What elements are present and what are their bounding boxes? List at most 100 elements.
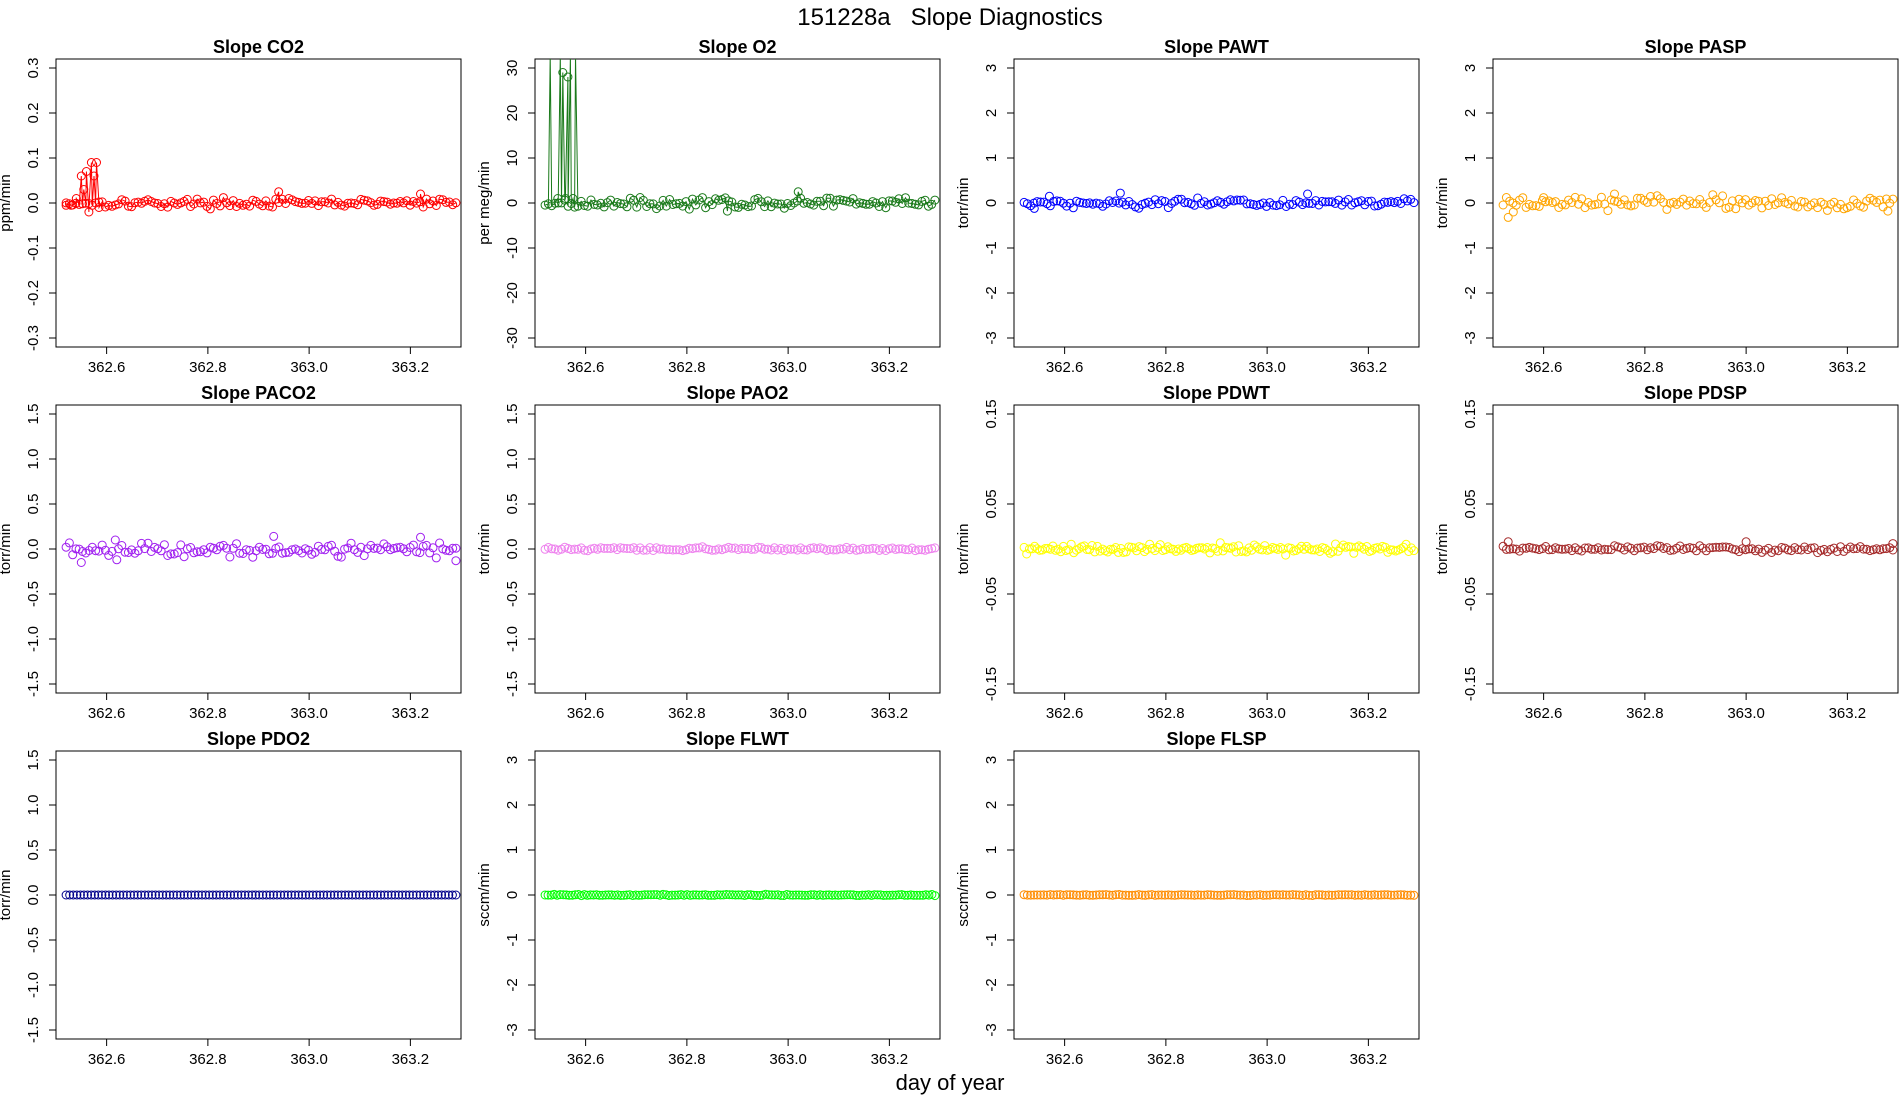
- data-point: [1832, 203, 1842, 213]
- data-point: [1849, 195, 1859, 205]
- y-tick-label: -0.5: [504, 581, 521, 607]
- data-point: [786, 544, 796, 554]
- data-point: [232, 539, 241, 549]
- data-point: [1646, 543, 1655, 553]
- data-point: [1370, 201, 1380, 211]
- data-point: [300, 198, 310, 208]
- y-tick-label: 2: [1462, 109, 1479, 117]
- y-tick-label: 1.5: [25, 750, 42, 771]
- data-point: [140, 890, 150, 900]
- data-point: [753, 542, 763, 552]
- data-point: [1363, 890, 1373, 900]
- data-point: [1659, 544, 1669, 553]
- data-point: [444, 890, 454, 900]
- data-point: [737, 199, 747, 209]
- data-point: [358, 890, 368, 900]
- data-point: [679, 890, 689, 900]
- y-tick-label: 0.15: [983, 399, 1000, 428]
- data-point: [1888, 539, 1898, 549]
- data-point: [1796, 197, 1806, 206]
- data-point: [874, 202, 884, 211]
- data-point: [803, 890, 813, 900]
- data-point: [670, 890, 680, 900]
- data-point: [1406, 194, 1416, 204]
- data-point: [1262, 890, 1271, 900]
- data-point: [876, 890, 885, 900]
- data-point: [752, 890, 762, 900]
- y-tick-label: -1.0: [25, 626, 42, 652]
- data-point: [734, 890, 743, 900]
- data-point: [1636, 543, 1646, 553]
- data-point: [570, 890, 580, 900]
- data-point: [897, 544, 907, 554]
- data-point: [123, 548, 133, 557]
- data-point: [261, 890, 271, 900]
- data-point: [129, 890, 139, 900]
- data-point: [269, 531, 279, 541]
- series-line: [544, 59, 936, 212]
- data-point: [425, 548, 435, 558]
- data-point: [1662, 204, 1672, 214]
- data-point: [1360, 200, 1370, 210]
- data-point: [274, 198, 284, 207]
- data-point: [290, 197, 300, 207]
- data-point: [1085, 890, 1095, 900]
- data-point: [691, 890, 701, 900]
- data-point: [1878, 544, 1888, 554]
- data-point: [1239, 890, 1249, 900]
- data-point: [274, 187, 284, 197]
- data-point: [701, 544, 711, 554]
- data-point: [589, 199, 599, 209]
- data-point: [86, 158, 96, 167]
- data-point: [595, 890, 604, 900]
- data-point: [87, 542, 97, 552]
- data-point: [365, 890, 375, 900]
- data-point: [599, 543, 609, 553]
- data-point: [319, 890, 329, 900]
- y-tick-label: -0.2: [25, 280, 42, 306]
- data-point: [782, 890, 792, 899]
- data-point: [1301, 890, 1311, 900]
- x-tick-label: 362.6: [1525, 705, 1563, 722]
- data-point: [1560, 544, 1570, 554]
- y-tick-label: -0.5: [25, 581, 42, 607]
- data-point: [891, 544, 901, 554]
- data-point: [404, 890, 414, 900]
- data-point: [1399, 890, 1409, 900]
- data-point: [1248, 200, 1258, 209]
- data-point: [763, 544, 773, 554]
- x-tick-label: 362.8: [189, 1051, 227, 1068]
- page-title: 151228a Slope Diagnostics: [797, 4, 1103, 31]
- data-point: [1862, 196, 1872, 206]
- y-axis-label: torr/min: [476, 524, 493, 575]
- data-point: [1698, 543, 1708, 553]
- y-tick-label: -1.0: [25, 972, 42, 998]
- panel-5: Slope PAO2 torr/min 362.6 362.8 363.0 363.2 -1…: [476, 383, 941, 722]
- data-point: [668, 545, 678, 555]
- data-point: [264, 201, 274, 211]
- data-point: [97, 540, 107, 550]
- data-point: [691, 200, 701, 210]
- data-point: [186, 543, 196, 552]
- data-point: [835, 195, 845, 205]
- data-point: [661, 545, 671, 555]
- data-point: [422, 890, 432, 900]
- data-series: [61, 158, 461, 217]
- x-tick-label: 363.2: [1829, 359, 1867, 376]
- data-point: [835, 544, 845, 554]
- panel-8: Slope PDO2 torr/min 362.6 362.8 363.0 363.2 -1…: [0, 729, 462, 1068]
- data-point: [1619, 195, 1629, 205]
- data-point: [703, 890, 713, 900]
- data-point: [1275, 890, 1285, 900]
- data-point: [616, 890, 626, 900]
- data-point: [1754, 544, 1764, 554]
- data-point: [1108, 890, 1118, 900]
- data-point: [812, 196, 822, 206]
- y-tick-label: 3: [1462, 64, 1479, 72]
- data-point: [86, 890, 96, 900]
- data-point: [110, 535, 120, 545]
- plot-frame: [1492, 404, 1899, 694]
- y-tick-label: -1.5: [25, 1017, 42, 1043]
- y-tick-label: 0.0: [504, 539, 521, 560]
- data-point: [1610, 189, 1619, 199]
